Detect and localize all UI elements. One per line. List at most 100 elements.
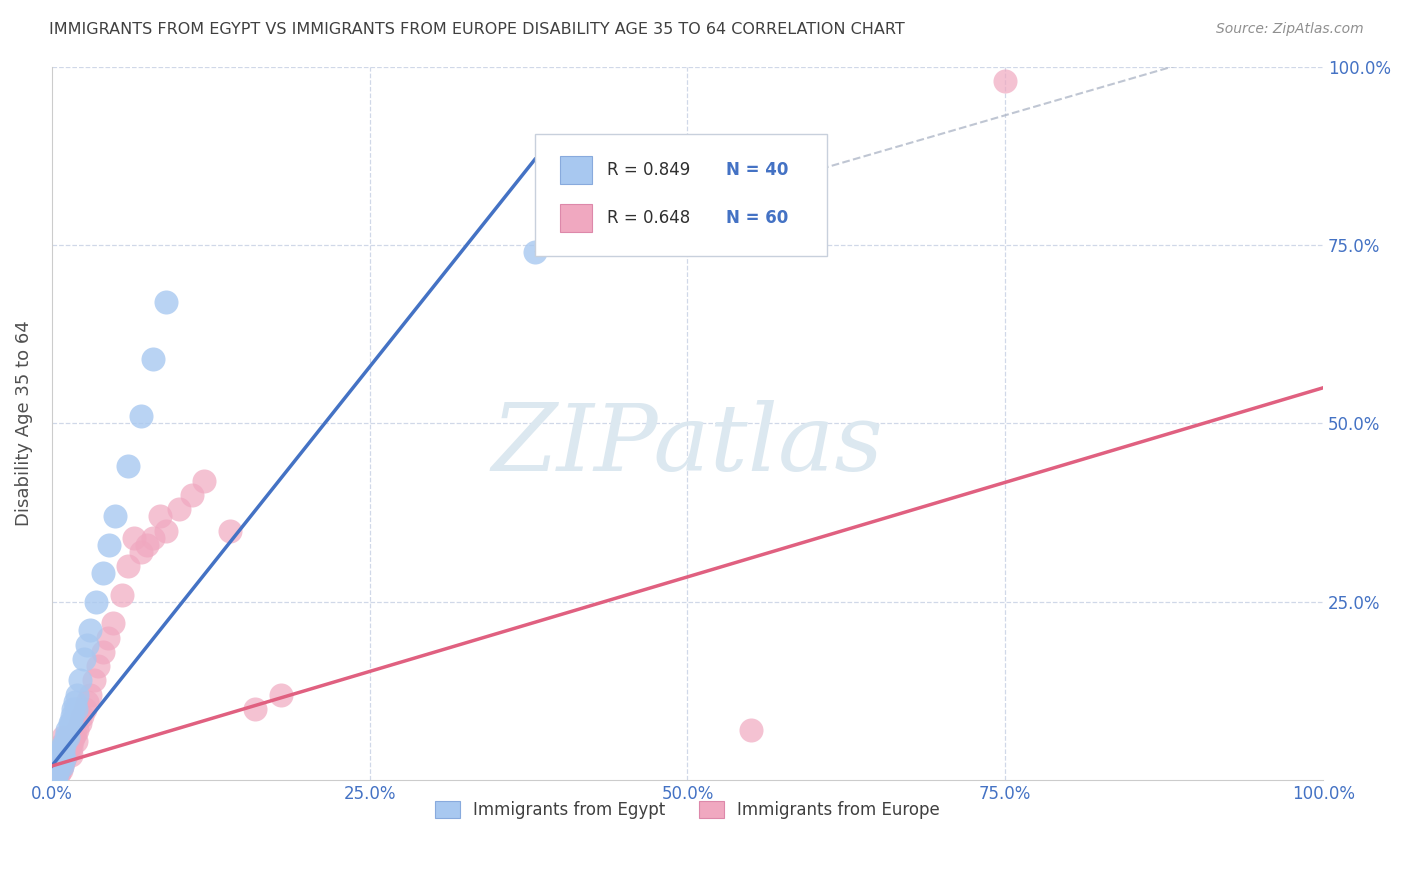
Point: [51, 752, 73, 766]
Y-axis label: Disability Age 35 to 64: Disability Age 35 to 64: [15, 320, 32, 526]
Point: [69, 716, 91, 731]
Point: [124, 531, 146, 545]
Point: [45, 766, 67, 780]
Point: [46, 759, 69, 773]
Point: [45, 766, 67, 780]
Point: [72, 652, 94, 666]
Point: [58, 731, 80, 745]
Point: [83, 673, 105, 688]
Point: [44, 770, 66, 784]
Point: [86, 659, 108, 673]
FancyBboxPatch shape: [534, 135, 827, 256]
Point: [49, 756, 72, 770]
Point: [66, 723, 89, 738]
Point: [55, 748, 77, 763]
Text: R = 0.849: R = 0.849: [607, 161, 690, 179]
Point: [45, 770, 67, 784]
Point: [104, 509, 127, 524]
Point: [97, 631, 120, 645]
Legend: Immigrants from Egypt, Immigrants from Europe: Immigrants from Egypt, Immigrants from E…: [429, 794, 946, 825]
Point: [97, 538, 120, 552]
Point: [45, 759, 67, 773]
Point: [79, 688, 101, 702]
Point: [167, 502, 190, 516]
Point: [48, 766, 70, 780]
Point: [45, 766, 67, 780]
Point: [52, 738, 75, 752]
Point: [72, 709, 94, 723]
Text: R = 0.648: R = 0.648: [607, 209, 690, 227]
Point: [45, 766, 67, 780]
Point: [52, 756, 75, 770]
Point: [66, 688, 89, 702]
Point: [52, 745, 75, 759]
Point: [51, 759, 73, 773]
Point: [56, 723, 79, 738]
Point: [129, 545, 152, 559]
Point: [117, 459, 139, 474]
Point: [62, 731, 84, 745]
Point: [59, 748, 82, 763]
Bar: [561, 156, 592, 185]
Point: [243, 702, 266, 716]
Point: [48, 752, 70, 766]
Point: [51, 759, 73, 773]
Point: [91, 566, 114, 581]
Point: [60, 734, 83, 748]
Point: [51, 745, 73, 759]
Point: [129, 409, 152, 424]
Text: N = 60: N = 60: [725, 209, 787, 227]
Point: [48, 759, 70, 773]
Point: [52, 748, 75, 763]
Point: [994, 74, 1017, 88]
Point: [49, 738, 72, 752]
Point: [79, 624, 101, 638]
Point: [155, 295, 177, 310]
Point: [49, 752, 72, 766]
Point: [46, 759, 69, 773]
Point: [60, 709, 83, 723]
Point: [58, 716, 80, 731]
Point: [111, 588, 134, 602]
Point: [270, 688, 292, 702]
Point: [56, 741, 79, 756]
Point: [84, 595, 107, 609]
Point: [69, 673, 91, 688]
Point: [49, 745, 72, 759]
Point: [76, 638, 98, 652]
Text: Source: ZipAtlas.com: Source: ZipAtlas.com: [1216, 22, 1364, 37]
Point: [46, 745, 69, 759]
Point: [65, 702, 87, 716]
Point: [193, 474, 215, 488]
Point: [142, 531, 165, 545]
Point: [63, 727, 86, 741]
Point: [46, 763, 69, 777]
Point: [59, 741, 82, 756]
Point: [101, 616, 124, 631]
Point: [155, 524, 177, 538]
Point: [58, 745, 80, 759]
Point: [149, 509, 172, 524]
Point: [117, 559, 139, 574]
Point: [48, 752, 70, 766]
Point: [55, 731, 77, 745]
Point: [63, 695, 86, 709]
Point: [59, 716, 82, 731]
Point: [62, 702, 84, 716]
Point: [180, 488, 202, 502]
Text: IMMIGRANTS FROM EGYPT VS IMMIGRANTS FROM EUROPE DISABILITY AGE 35 TO 64 CORRELAT: IMMIGRANTS FROM EGYPT VS IMMIGRANTS FROM…: [49, 22, 905, 37]
Point: [53, 752, 76, 766]
Point: [740, 723, 762, 738]
Point: [46, 752, 69, 766]
Point: [53, 752, 76, 766]
Bar: [561, 203, 592, 232]
Point: [142, 352, 165, 367]
Text: ZIPatlas: ZIPatlas: [492, 400, 883, 490]
Point: [49, 763, 72, 777]
Point: [73, 702, 96, 716]
Point: [45, 752, 67, 766]
Text: N = 40: N = 40: [725, 161, 787, 179]
Point: [523, 245, 546, 260]
Point: [65, 734, 87, 748]
Point: [48, 759, 70, 773]
